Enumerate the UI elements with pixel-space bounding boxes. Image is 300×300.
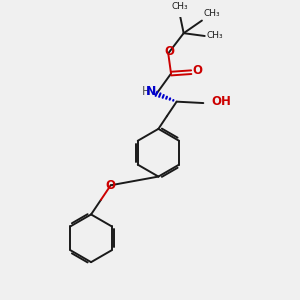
Text: CH₃: CH₃ <box>171 2 188 11</box>
Text: OH: OH <box>211 95 231 108</box>
Text: CH₃: CH₃ <box>203 9 220 18</box>
Text: O: O <box>192 64 203 77</box>
Text: H: H <box>141 85 150 98</box>
Text: O: O <box>164 46 174 59</box>
Text: CH₃: CH₃ <box>206 32 223 40</box>
Text: O: O <box>106 179 116 192</box>
Text: N: N <box>146 85 157 98</box>
